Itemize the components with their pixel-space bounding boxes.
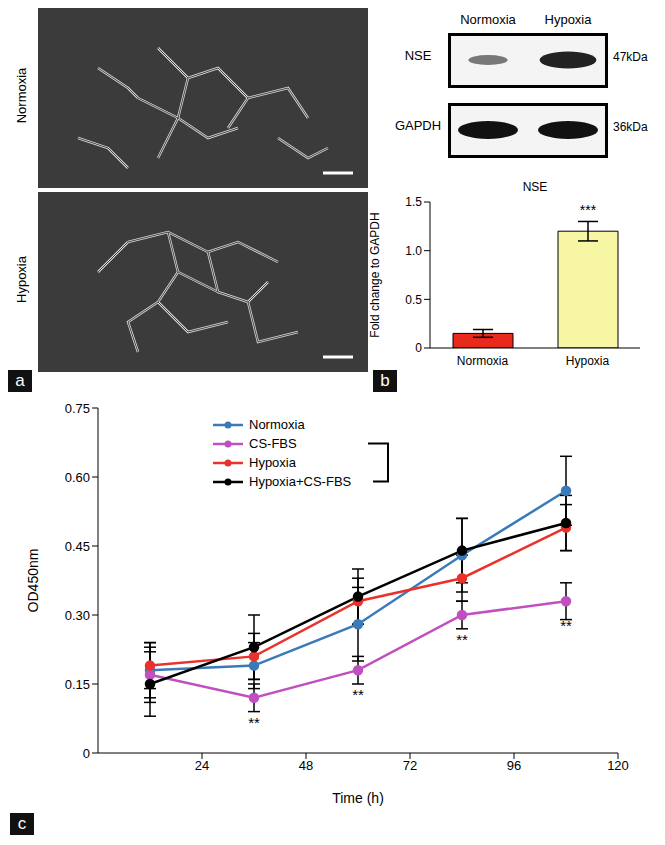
svg-text:0: 0 [415, 341, 422, 355]
svg-text:Hypoxia: Hypoxia [566, 354, 610, 368]
svg-text:120: 120 [607, 758, 629, 773]
svg-text:0.45: 0.45 [65, 539, 90, 554]
svg-text:0.15: 0.15 [65, 677, 90, 692]
svg-text:48: 48 [299, 758, 313, 773]
svg-text:96: 96 [507, 758, 521, 773]
html-text:36kDa: 36kDa [613, 120, 648, 134]
html-text:NSE: NSE [522, 180, 548, 194]
html-text:a: a [15, 371, 25, 390]
svg-text:1.0: 1.0 [405, 244, 422, 258]
svg-text:Time (h): Time (h) [332, 790, 384, 806]
html-text:Hypoxia+CS-FBS: Hypoxia+CS-FBS [249, 474, 352, 489]
svg-text:24: 24 [195, 758, 209, 773]
svg-text:**: ** [456, 631, 468, 648]
svg-text:0: 0 [83, 746, 90, 761]
html-text:CS-FBS: CS-FBS [249, 436, 297, 451]
svg-text:**: ** [352, 686, 364, 703]
html-text:Normoxia: Normoxia [249, 417, 305, 432]
html-text:GAPDH: GAPDH [394, 118, 442, 133]
html-text:Hypoxia: Hypoxia [249, 455, 296, 470]
html-text:Normoxia: Normoxia [13, 67, 29, 124]
svg-text:**: ** [560, 617, 572, 634]
svg-text:0.60: 0.60 [65, 470, 90, 485]
html-text:NSE: NSE [404, 48, 432, 63]
html-text:c: c [17, 814, 27, 833]
html-text:b: b [380, 371, 390, 390]
svg-text:Normoxia: Normoxia [457, 354, 509, 368]
html-text:Normoxia: Normoxia [460, 12, 516, 27]
svg-text:OD450nm: OD450nm [25, 549, 41, 613]
html-text:Hypoxia: Hypoxia [544, 12, 592, 27]
svg-text:0.5: 0.5 [405, 293, 422, 307]
svg-text:1.5: 1.5 [405, 195, 422, 209]
html-text:47kDa: 47kDa [613, 50, 648, 64]
svg-text:***: *** [580, 202, 597, 218]
svg-text:72: 72 [403, 758, 417, 773]
html-text:Hypoxia: Hypoxia [13, 256, 29, 303]
svg-text:**: ** [248, 714, 260, 731]
svg-text:0.75: 0.75 [65, 401, 90, 416]
svg-text:Fold change to GAPDH: Fold change to GAPDH [368, 212, 382, 337]
svg-text:0.30: 0.30 [65, 608, 90, 623]
